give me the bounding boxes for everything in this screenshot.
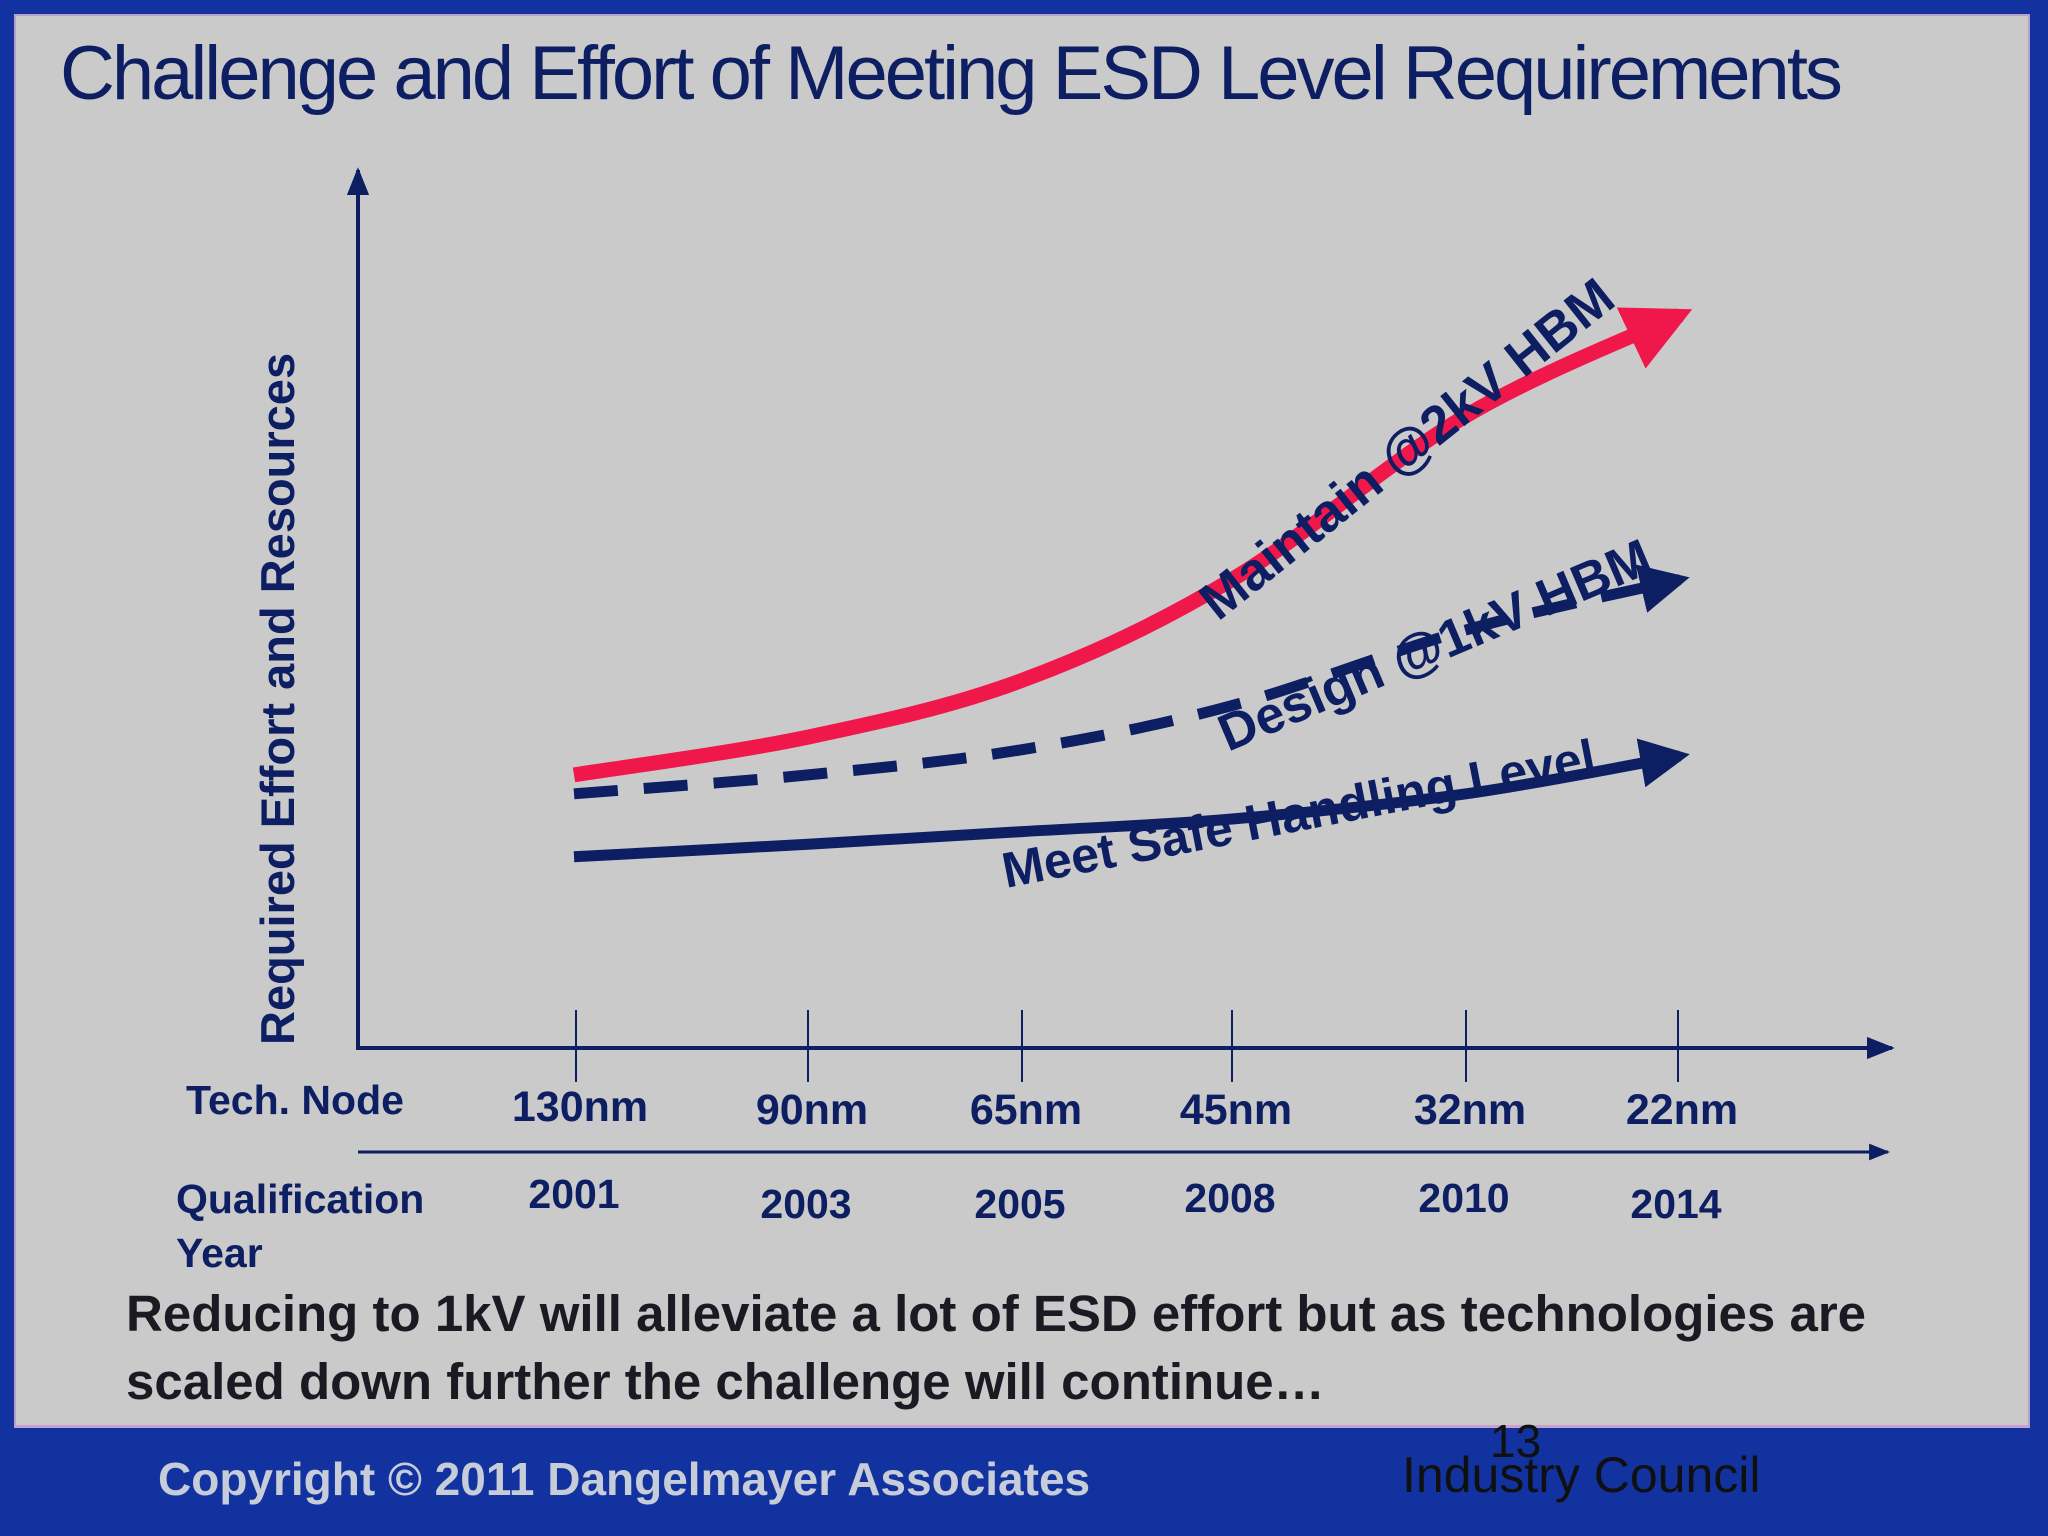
qualification-year-tick-label: 2005 [974, 1181, 1065, 1227]
tech-node-tick-label: 65nm [970, 1086, 1082, 1134]
qualification-year-tick-label: 2001 [528, 1171, 619, 1217]
series-line-maintain-2kv [572, 307, 1693, 783]
tech-node-row-label: Tech. Node [186, 1077, 404, 1123]
qualification-year-tick-label: 2003 [760, 1181, 851, 1227]
caption-text: Reducing to 1kV will alleviate a lot of … [126, 1285, 1867, 1410]
page-title: Challenge and Effort of Meeting ESD Leve… [60, 31, 1843, 116]
qualification-year-tick-label: 2008 [1184, 1175, 1275, 1221]
footer-industry-council: Industry Council [1402, 1447, 1761, 1503]
tech-node-tick-label: 45nm [1180, 1086, 1292, 1134]
y-axis-label: Required Effort and Resources [251, 353, 304, 1045]
tech-node-tick-label: 32nm [1414, 1086, 1526, 1134]
series-label-safe-handling: Meet Safe Handling Level [997, 729, 1600, 899]
tech-node-tick-label: 90nm [756, 1086, 868, 1134]
series-line-safe-handling [573, 738, 1690, 863]
qualification-year-row-label: Qualification Year [176, 1176, 436, 1276]
series-line-design-1kv [573, 564, 1690, 800]
footer-copyright: Copyright © 2011 Dangelmayer Associates [158, 1453, 1091, 1505]
slide-panel [14, 14, 2030, 1428]
qualification-year-tick-label: 2014 [1630, 1181, 1721, 1227]
tech-node-tick-label: 22nm [1626, 1086, 1738, 1134]
qualification-year-tick-label: 2010 [1418, 1175, 1509, 1221]
tech-node-tick-label: 130nm [512, 1083, 648, 1131]
page-number: 13 [1490, 1415, 1542, 1467]
